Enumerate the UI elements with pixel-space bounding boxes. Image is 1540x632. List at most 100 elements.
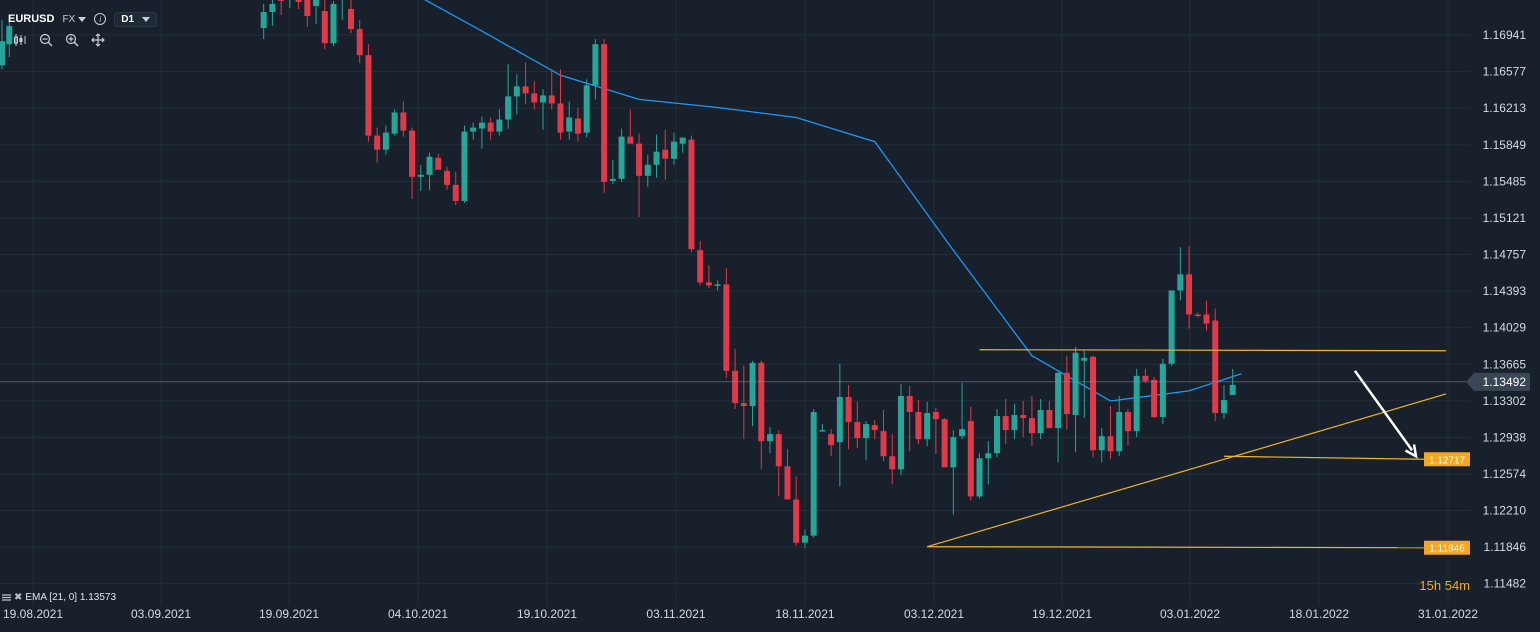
y-tick-label: 1.16941	[1483, 28, 1527, 42]
chart-annotations: 1.12717 1.11846 1.13492	[0, 349, 1530, 555]
x-tick-label: 19.12.2021	[1032, 607, 1092, 621]
candle-body	[478, 122, 485, 129]
level-label: 1.11846	[1429, 544, 1465, 555]
close-icon[interactable]: ✖	[14, 592, 23, 603]
candle-body	[1090, 356, 1097, 451]
candle-body	[758, 362, 765, 442]
market-label: FX	[62, 13, 76, 25]
candle-body	[767, 434, 774, 442]
ema-series	[424, 0, 1242, 402]
indicator-legend: ✖ EMA [21, 0] 1.13573	[2, 592, 116, 603]
candle-body	[1229, 384, 1236, 395]
candle-body	[959, 429, 966, 437]
candle-body	[0, 41, 5, 66]
x-tick-label: 04.10.2021	[388, 607, 448, 621]
info-icon[interactable]: i	[94, 13, 107, 25]
candle-body	[810, 412, 817, 536]
candle-body	[601, 44, 608, 182]
layers-icon[interactable]	[2, 593, 11, 602]
candle-body	[444, 170, 450, 185]
candle-body	[1107, 436, 1114, 452]
level-label-box	[1424, 540, 1470, 555]
candle-body	[644, 164, 651, 176]
candle-body	[356, 29, 363, 56]
candle-body	[609, 178, 616, 181]
symbol-label[interactable]: EURUSD	[8, 13, 55, 25]
candle-body	[461, 131, 468, 201]
candlestick-chart-icon[interactable]	[12, 32, 28, 48]
ema-line	[424, 0, 1242, 402]
candle-body	[1177, 274, 1184, 291]
candle-body	[1151, 379, 1158, 418]
candle-body	[880, 431, 887, 457]
candle-body	[531, 93, 538, 103]
candle-body	[801, 535, 808, 543]
x-tick-label: 19.10.2021	[517, 607, 577, 621]
candle-body	[548, 95, 555, 104]
x-tick-label: 03.01.2022	[1160, 607, 1220, 621]
ema-legend-label: EMA [21, 0] 1.13573	[25, 592, 117, 603]
candle-body	[740, 402, 747, 406]
candle-body	[1212, 320, 1219, 414]
candle-body	[1116, 412, 1123, 452]
candle-body	[732, 370, 739, 403]
candle-body	[426, 156, 433, 175]
candle-body	[347, 8, 354, 30]
candle-body	[435, 157, 442, 170]
zoom-out-icon[interactable]	[38, 32, 54, 48]
candle-body	[636, 143, 643, 176]
candle-body	[653, 151, 660, 165]
projection-arrow-head	[1404, 444, 1418, 459]
resistance-line	[979, 349, 1447, 352]
zoom-in-icon[interactable]	[64, 32, 80, 48]
candle-body	[871, 425, 878, 431]
time-axis[interactable]: 19.08.2021 03.09.2021 19.09.2021 04.10.2021…	[3, 607, 1478, 621]
candle-body	[749, 362, 756, 406]
caret-down-icon	[78, 16, 87, 22]
candle-body	[924, 413, 931, 440]
y-tick-label: 1.12574	[1483, 467, 1527, 481]
candle-body	[1124, 412, 1131, 432]
price-axis[interactable]: 1.16941 1.16577 1.16213 1.15849 1.15485 1.151…	[1483, 28, 1527, 591]
timeframe-selector[interactable]: D1	[114, 11, 158, 27]
candle-body	[1011, 415, 1018, 431]
candle-body	[260, 11, 267, 29]
current-price-label: 1.13492	[1483, 375, 1527, 389]
candle-body	[950, 437, 957, 468]
y-tick-label: 1.14757	[1483, 248, 1527, 262]
candle-body	[592, 44, 599, 86]
candle-body	[400, 112, 407, 131]
market-selector[interactable]: FX	[62, 13, 87, 25]
x-tick-label: 18.01.2022	[1289, 607, 1349, 621]
pan-move-icon[interactable]	[90, 32, 106, 48]
candle-body	[836, 396, 843, 443]
candle-body	[452, 184, 459, 201]
support-line	[1223, 455, 1425, 460]
candle-body	[714, 284, 721, 286]
candle-body	[915, 412, 922, 440]
candle-body	[1081, 357, 1088, 361]
candle-body	[321, 10, 328, 44]
candle-body	[863, 424, 870, 439]
candle-body	[566, 117, 573, 132]
bar-countdown: 15h 54m	[1419, 578, 1470, 593]
y-tick-label: 1.16577	[1483, 65, 1527, 79]
candle-body	[6, 26, 13, 45]
candle-body	[574, 118, 581, 134]
candle-body	[1020, 415, 1027, 419]
candle-series	[0, 0, 1236, 548]
y-tick-label: 1.14029	[1483, 321, 1527, 335]
candle-body	[496, 119, 503, 132]
candle-body	[627, 136, 634, 144]
candle-body	[1098, 436, 1105, 451]
candle-body	[679, 137, 686, 144]
candle-body	[583, 85, 590, 133]
candle-body	[705, 282, 712, 286]
candle-body	[374, 135, 381, 150]
candle-body	[269, 3, 276, 12]
candle-body	[1055, 372, 1062, 429]
candle-body	[557, 103, 564, 133]
chart-tools	[12, 32, 106, 48]
